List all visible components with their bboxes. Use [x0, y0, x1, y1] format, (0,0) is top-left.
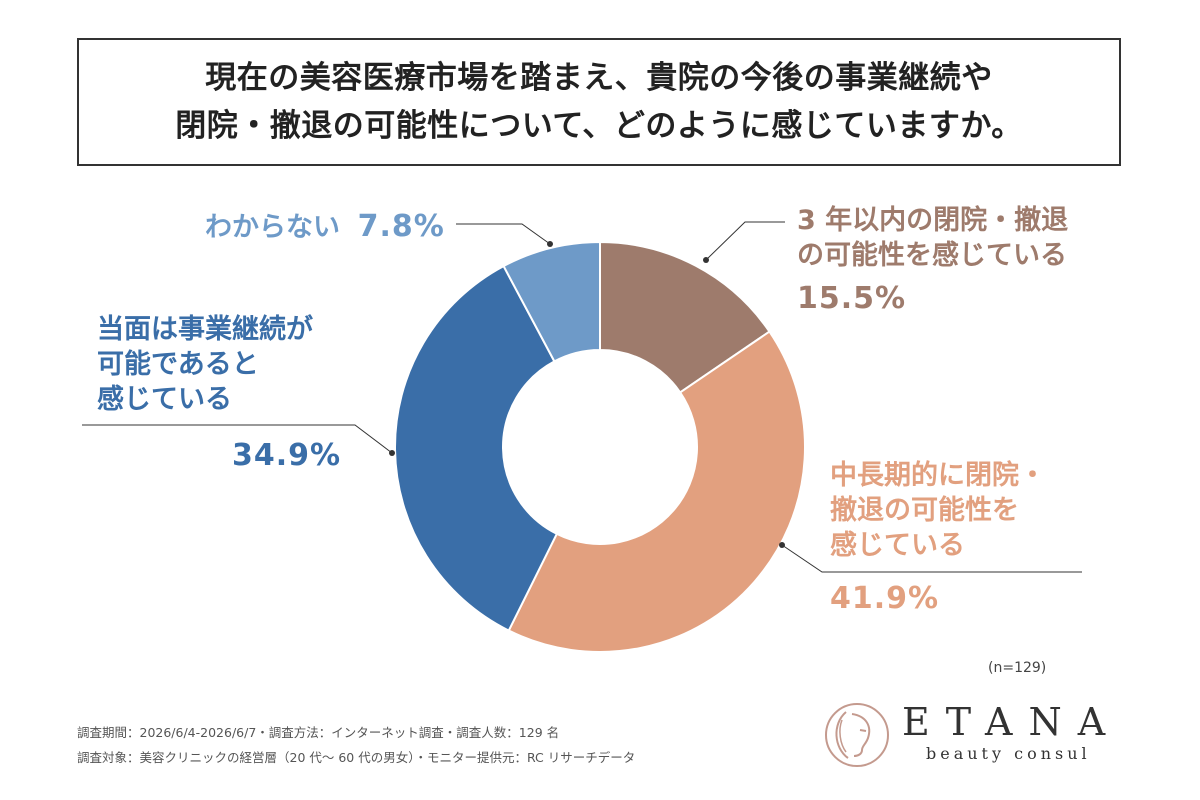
chart-title-line-1: 現在の美容医療市場を踏まえ、貴院の今後の事業継続や	[205, 60, 993, 96]
title-box: 現在の美容医療市場を踏まえ、貴院の今後の事業継続や 閉院・撤退の可能性について、…	[77, 38, 1121, 166]
value-label-3yr: 15.5%	[797, 281, 907, 316]
brand-tagline: beauty consul	[926, 744, 1091, 763]
slice-unknown	[502, 240, 601, 363]
leader-line-continue	[82, 424, 393, 454]
label-3yr-line-1: 3 年以内の閉院・撤退	[797, 205, 1069, 236]
label-slice-midterm: 中長期的に閉院・ 撤退の可能性を 感じている 41.9%	[830, 458, 1046, 619]
label-midterm-line-3: 感じている	[830, 530, 965, 561]
label-unknown-text: わからない	[205, 212, 340, 243]
slice-3yr-closure	[599, 240, 771, 394]
label-slice-unknown: わからない 7.8%	[205, 207, 445, 247]
sample-size: (n=129)	[988, 660, 1047, 676]
leader-line-midterm	[781, 544, 1082, 573]
leader-line-3yr	[705, 221, 785, 261]
leader-line-midterm-dot	[779, 542, 785, 548]
brand-logo: ETANA beauty consul	[822, 700, 1122, 770]
leader-line-unknown-dot	[547, 241, 553, 247]
slice-continue	[394, 264, 559, 632]
leader-line-3yr-dot	[703, 257, 709, 263]
slice-midterm-closure	[507, 330, 806, 653]
leader-line-continue-dot	[389, 450, 395, 456]
label-3yr-line-2: の可能性を感じている	[797, 240, 1067, 271]
footnote-period: 調査期間：2026/6/4-2026/6/7・調査方法：インターネット調査・調査…	[77, 725, 560, 740]
leader-line-unknown	[456, 223, 551, 245]
chart-title-line-2: 閉院・撤退の可能性について、どのように感じていますか。	[175, 108, 1023, 144]
footnote-target: 調査対象：美容クリニックの経営層（20 代〜 60 代の男女）・モニター提供元：…	[77, 750, 636, 765]
brand-name: ETANA	[902, 700, 1122, 744]
label-continue-line-2: 可能であると	[97, 349, 259, 380]
value-label-continue: 34.9%	[232, 438, 342, 473]
face-emblem-icon	[825, 703, 889, 767]
label-continue-line-3: 感じている	[97, 384, 232, 415]
label-midterm-line-1: 中長期的に閉院・	[830, 460, 1046, 491]
label-slice-continue: 当面は事業継続が 可能であると 感じている	[97, 312, 313, 417]
label-slice-3yr: 3 年以内の閉院・撤退 の可能性を感じている 15.5%	[797, 203, 1068, 319]
label-continue-line-1: 当面は事業継続が	[97, 314, 313, 345]
value-label-midterm: 41.9%	[830, 581, 940, 616]
value-label-unknown: 7.8%	[357, 209, 445, 244]
label-midterm-line-2: 撤退の可能性を	[830, 495, 1019, 526]
